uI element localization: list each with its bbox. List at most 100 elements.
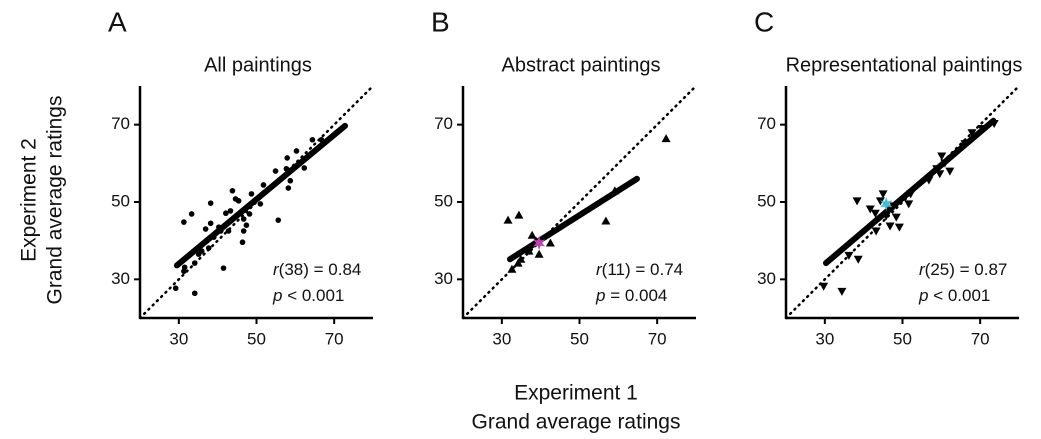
y-tick-label: 70 xyxy=(434,114,453,133)
data-point xyxy=(246,211,253,217)
data-point xyxy=(935,170,945,179)
data-point xyxy=(852,197,862,206)
stat-annotation: r(25) = 0.87 xyxy=(919,260,1007,279)
mean-point xyxy=(880,196,893,211)
data-point xyxy=(248,191,255,197)
data-point xyxy=(220,265,227,271)
x-axis-label: Grand average ratings xyxy=(472,411,681,434)
stat-annotation: p < 0.001 xyxy=(918,286,990,305)
data-point xyxy=(527,230,537,239)
x-tick-label: 30 xyxy=(492,329,511,348)
data-point xyxy=(284,155,290,161)
data-point xyxy=(225,228,232,234)
data-point xyxy=(239,239,246,246)
data-point xyxy=(516,254,526,263)
data-point xyxy=(871,227,881,236)
data-point xyxy=(534,249,544,258)
data-point xyxy=(503,215,513,224)
y-tick-label: 50 xyxy=(434,191,453,210)
data-point xyxy=(301,165,308,171)
regression-line xyxy=(822,117,997,267)
data-point xyxy=(172,285,179,292)
data-point xyxy=(514,210,524,219)
x-tick-label: 30 xyxy=(169,329,188,348)
identity-line xyxy=(784,84,1021,320)
panel-title: Abstract paintings xyxy=(502,54,661,76)
identity-line xyxy=(138,84,375,320)
data-point xyxy=(202,226,209,232)
x-tick-label: 70 xyxy=(971,329,990,348)
y-axis-label: Grand average ratings xyxy=(44,96,67,305)
y-axis-label: Experiment 2 xyxy=(18,138,41,262)
panel-letter: B xyxy=(431,6,450,37)
data-point xyxy=(819,282,829,291)
panel-title: Representational paintings xyxy=(786,54,1023,76)
identity-line xyxy=(461,84,698,320)
x-tick-label: 30 xyxy=(815,329,834,348)
data-point xyxy=(191,260,198,266)
data-point xyxy=(545,238,555,247)
data-point xyxy=(891,213,901,222)
data-point xyxy=(967,129,977,138)
data-point xyxy=(865,205,875,214)
data-point xyxy=(937,152,947,161)
data-point xyxy=(229,187,236,194)
x-tick-label: 70 xyxy=(648,329,667,348)
data-point xyxy=(188,211,195,217)
stat-annotation: p = 0.004 xyxy=(595,286,667,305)
data-point xyxy=(223,210,229,217)
data-point xyxy=(945,167,955,176)
stat-annotation: r(11) = 0.74 xyxy=(596,260,683,279)
data-point xyxy=(853,255,863,264)
data-point xyxy=(894,223,904,232)
stat-annotation: p < 0.001 xyxy=(272,286,344,305)
data-point xyxy=(227,208,234,214)
stat-annotation: r(38) = 0.84 xyxy=(273,260,361,279)
data-point xyxy=(875,197,885,206)
data-point xyxy=(240,216,247,222)
data-point xyxy=(837,287,847,296)
panel-title: All paintings xyxy=(204,54,312,76)
panel-letter: C xyxy=(754,6,774,37)
y-tick-label: 70 xyxy=(757,114,776,133)
data-point xyxy=(844,251,854,260)
x-axis-label: Experiment 1 xyxy=(514,382,638,405)
data-point xyxy=(661,134,671,143)
x-tick-label: 50 xyxy=(247,329,266,348)
data-point xyxy=(878,190,888,199)
data-point xyxy=(207,200,214,206)
y-tick-label: 30 xyxy=(111,269,130,288)
data-point xyxy=(272,168,279,174)
x-tick-label: 50 xyxy=(893,329,912,348)
data-point xyxy=(293,148,300,154)
data-point xyxy=(257,201,264,207)
data-point xyxy=(904,200,914,209)
y-tick-label: 50 xyxy=(757,191,776,210)
data-point xyxy=(287,177,294,184)
data-point xyxy=(191,290,198,297)
data-point xyxy=(243,222,250,228)
regression-line xyxy=(506,175,640,263)
data-point xyxy=(285,185,292,191)
data-point xyxy=(207,220,214,227)
data-point xyxy=(205,245,212,251)
mean-point xyxy=(533,235,546,250)
y-tick-label: 30 xyxy=(757,269,776,288)
data-point xyxy=(870,209,880,218)
panel-letter: A xyxy=(108,6,127,37)
data-point xyxy=(240,228,247,234)
data-point xyxy=(507,264,517,273)
data-point xyxy=(885,222,895,231)
data-point xyxy=(181,219,187,225)
y-tick-label: 70 xyxy=(111,114,130,133)
x-tick-label: 70 xyxy=(325,329,344,348)
regression-line xyxy=(173,122,349,269)
data-point xyxy=(260,182,267,188)
data-point xyxy=(235,198,242,204)
data-point xyxy=(309,136,316,143)
data-point xyxy=(181,264,188,271)
data-point xyxy=(275,217,282,223)
y-tick-label: 30 xyxy=(434,269,453,288)
y-tick-label: 50 xyxy=(111,191,130,210)
